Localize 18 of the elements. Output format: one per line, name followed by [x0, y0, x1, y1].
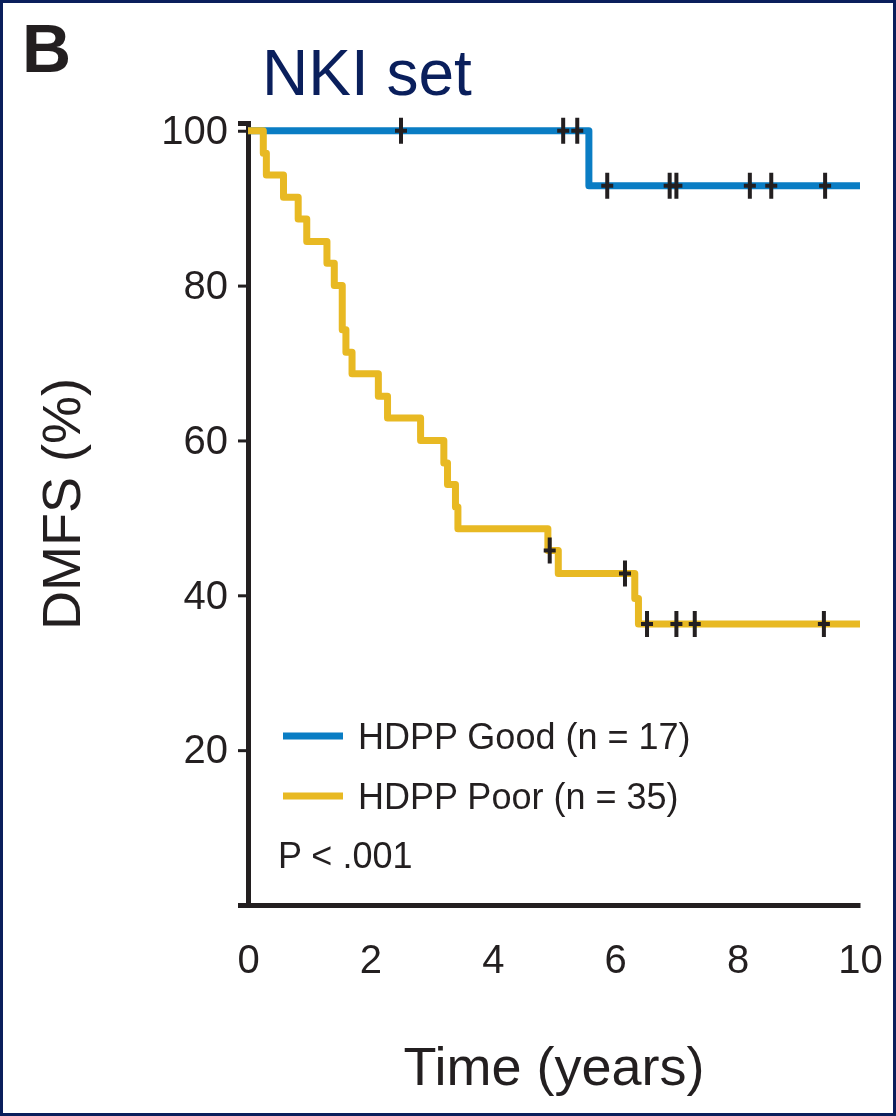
x-tick-label: 2: [359, 937, 383, 982]
y-tick-label: 60: [183, 417, 228, 462]
y-tick-label: 80: [183, 262, 228, 307]
x-axis-title: Time (years): [403, 1036, 705, 1096]
x-tick-label: 10: [838, 937, 883, 982]
chart-title: NKI set: [262, 37, 473, 109]
x-tick-label: 6: [604, 937, 627, 982]
y-tick-label: 40: [183, 572, 228, 617]
x-tick-label: 0: [237, 937, 260, 982]
legend-label: HDPP Good (n = 17): [358, 716, 691, 757]
x-tick-label: 4: [482, 937, 505, 982]
legend-label: HDPP Poor (n = 35): [358, 776, 679, 817]
text: B: [22, 10, 72, 86]
y-tick-label: 100: [161, 108, 228, 153]
annotation: P < .001: [278, 835, 413, 876]
y-axis-title: DMFS (%): [31, 378, 91, 630]
x-tick-label: 8: [726, 937, 750, 982]
y-tick-label: 20: [183, 727, 228, 772]
